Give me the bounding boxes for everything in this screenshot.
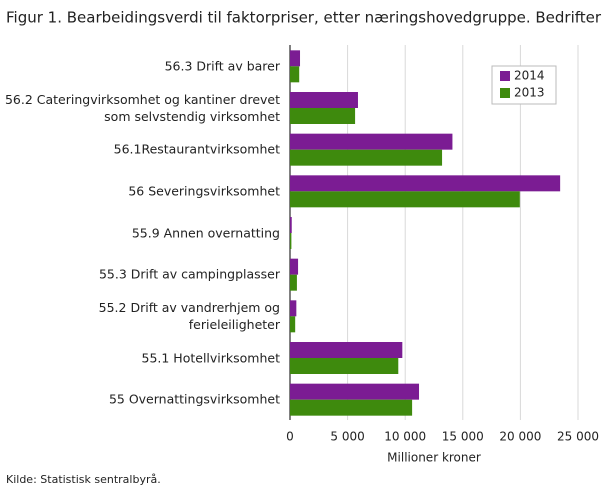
x-tick-label: 20 000 [499,430,541,444]
bar [290,133,453,150]
x-tick-label: 5 000 [330,430,364,444]
y-tick-label: 55.2 Drift av vandrerhjem og ferieleilig… [98,299,280,332]
bar [290,274,297,291]
y-tick-label: 55 Overnattingsvirksomhet [108,391,280,407]
x-tick-label: 10 000 [384,430,426,444]
y-tick-label: 56.1Restaurantvirksomhet [113,141,280,157]
chart-title: Figur 1. Bearbeidingsverdi til faktorpri… [6,9,602,27]
bar [290,383,420,400]
bar [290,175,561,192]
bar [290,191,520,208]
bar [290,50,301,67]
legend-label: 2013 [514,86,545,100]
bar [290,342,403,358]
legend-swatch [500,71,510,81]
bar [290,217,292,233]
bar [290,149,443,166]
legend-swatch [500,88,510,98]
bar [290,300,297,317]
x-tick-label: 25 000 [557,430,599,444]
y-tick-label: 56 Severingsvirksomhet [128,183,280,199]
bar [290,108,356,124]
bar [290,316,296,333]
bar [290,233,292,249]
legend-label: 2014 [514,69,545,83]
bar [290,92,358,108]
source: Kilde: Statistisk sentralbyrå. [6,473,161,486]
y-tick-label: 56.3 Drift av barer [164,58,280,74]
bar [290,258,299,275]
bar [290,399,413,416]
bar [290,358,399,374]
bar [290,66,300,83]
x-tick-label: 15 000 [442,430,484,444]
y-tick-label: 55.9 Annen overnatting [131,225,280,240]
x-axis-label: Millioner kroner [387,451,481,465]
x-tick-label: 0 [286,430,294,444]
y-tick-label: 56.2 Cateringvirksomhet og kantiner drev… [4,91,280,124]
y-tick-label: 55.3 Drift av campingplasser [98,266,280,282]
y-tick-label: 55.1 Hotellvirksomhet [141,350,281,365]
